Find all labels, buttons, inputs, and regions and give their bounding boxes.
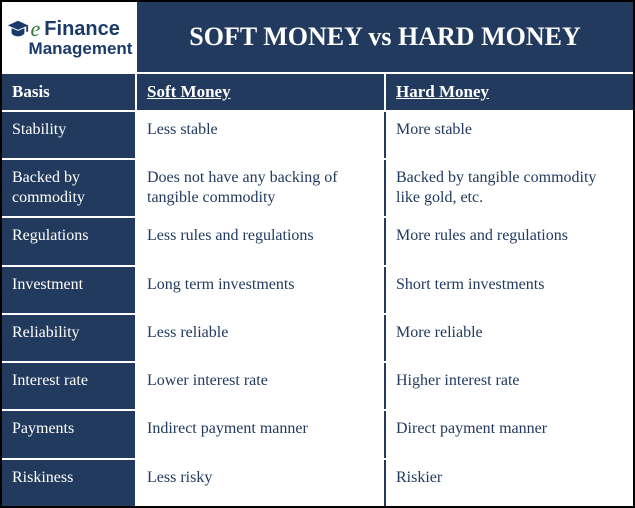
- logo-e: e: [31, 18, 41, 40]
- logo-finance-text: Finance: [44, 19, 120, 39]
- table-row: Stability Less stable More stable: [2, 112, 633, 160]
- table-row: Reliability Less reliable More reliable: [2, 315, 633, 363]
- graduation-cap-icon: [7, 18, 29, 40]
- row-soft: Less reliable: [137, 315, 386, 361]
- logo-management-text: Management: [29, 40, 133, 57]
- table-row: Payments Indirect payment manner Direct …: [2, 411, 633, 459]
- row-soft: Does not have any backing of tangible co…: [137, 160, 386, 216]
- table-row: Investment Long term investments Short t…: [2, 267, 633, 315]
- column-header-hard: Hard Money: [386, 74, 633, 110]
- row-soft: Less stable: [137, 112, 386, 158]
- column-header-row: Basis Soft Money Hard Money: [2, 74, 633, 112]
- row-hard: Riskier: [386, 460, 633, 506]
- row-soft: Less rules and regulations: [137, 218, 386, 264]
- logo-top-line: e Finance: [7, 18, 120, 40]
- row-hard: Backed by tangible commodity like gold, …: [386, 160, 633, 216]
- row-soft: Indirect payment manner: [137, 411, 386, 457]
- header-row: e Finance Management SOFT MONEY vs HARD …: [2, 2, 633, 74]
- row-hard: Short term investments: [386, 267, 633, 313]
- row-soft: Long term investments: [137, 267, 386, 313]
- table-row: Interest rate Lower interest rate Higher…: [2, 363, 633, 411]
- logo-cell: e Finance Management: [2, 2, 137, 72]
- row-basis: Reliability: [2, 315, 137, 361]
- row-hard: Higher interest rate: [386, 363, 633, 409]
- row-soft: Lower interest rate: [137, 363, 386, 409]
- row-basis: Payments: [2, 411, 137, 457]
- row-hard: More rules and regulations: [386, 218, 633, 264]
- row-basis: Interest rate: [2, 363, 137, 409]
- table-row: Regulations Less rules and regulations M…: [2, 218, 633, 266]
- row-hard: More reliable: [386, 315, 633, 361]
- column-header-basis: Basis: [2, 74, 137, 110]
- row-hard: More stable: [386, 112, 633, 158]
- row-basis: Riskiness: [2, 460, 137, 506]
- row-basis: Regulations: [2, 218, 137, 264]
- comparison-table: e Finance Management SOFT MONEY vs HARD …: [0, 0, 635, 508]
- row-basis: Backed by commodity: [2, 160, 137, 216]
- page-title: SOFT MONEY vs HARD MONEY: [137, 2, 633, 72]
- logo: e Finance Management: [7, 18, 133, 57]
- table-row: Backed by commodity Does not have any ba…: [2, 160, 633, 218]
- row-hard: Direct payment manner: [386, 411, 633, 457]
- row-basis: Investment: [2, 267, 137, 313]
- column-header-soft: Soft Money: [137, 74, 386, 110]
- row-basis: Stability: [2, 112, 137, 158]
- table-body: Stability Less stable More stable Backed…: [2, 112, 633, 506]
- table-row: Riskiness Less risky Riskier: [2, 460, 633, 506]
- row-soft: Less risky: [137, 460, 386, 506]
